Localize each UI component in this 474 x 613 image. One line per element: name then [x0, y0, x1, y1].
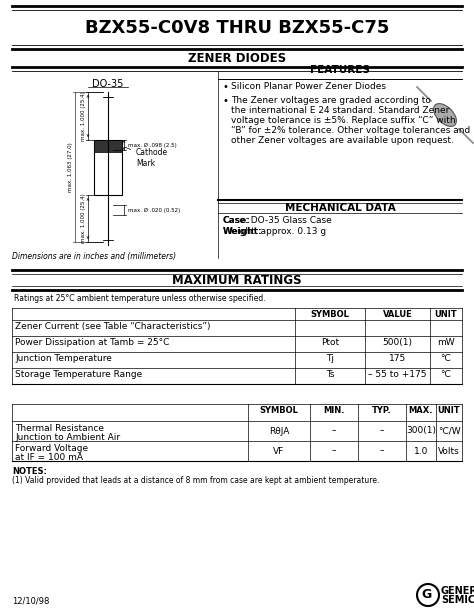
- Text: the international E 24 standard. Standard Zener: the international E 24 standard. Standar…: [231, 106, 449, 115]
- Text: Zener Current (see Table “Characteristics”): Zener Current (see Table “Characteristic…: [15, 322, 210, 331]
- Text: max. Ø .020 (0.52): max. Ø .020 (0.52): [128, 207, 180, 213]
- Text: Weight: approx. 0.13 g: Weight: approx. 0.13 g: [223, 227, 326, 236]
- Text: TYP.: TYP.: [372, 406, 392, 415]
- Text: Dimensions are in inches and (millimeters): Dimensions are in inches and (millimeter…: [12, 252, 176, 261]
- Text: at IF = 100 mA: at IF = 100 mA: [15, 453, 83, 462]
- Text: G: G: [422, 587, 432, 601]
- Text: –: –: [380, 427, 384, 435]
- Text: Case: DO-35 Glass Case: Case: DO-35 Glass Case: [223, 216, 332, 225]
- Text: °C/W: °C/W: [438, 427, 460, 435]
- Text: BZX55-C0V8 THRU BZX55-C75: BZX55-C0V8 THRU BZX55-C75: [85, 19, 389, 37]
- Text: max. 1.000 (25.4): max. 1.000 (25.4): [81, 193, 86, 243]
- Text: VALUE: VALUE: [383, 310, 412, 319]
- Text: °C: °C: [441, 370, 451, 379]
- Text: •: •: [223, 96, 229, 106]
- Text: Ptot: Ptot: [321, 338, 339, 347]
- Text: Tj: Tj: [326, 354, 334, 363]
- Text: MIN.: MIN.: [323, 406, 345, 415]
- Text: 1.0: 1.0: [414, 446, 428, 455]
- Text: Ratings at 25°C ambient temperature unless otherwise specified.: Ratings at 25°C ambient temperature unle…: [14, 294, 265, 303]
- Text: –: –: [380, 446, 384, 455]
- Text: –: –: [332, 446, 336, 455]
- Text: Thermal Resistance: Thermal Resistance: [15, 424, 104, 433]
- Text: MAXIMUM RATINGS: MAXIMUM RATINGS: [172, 274, 302, 287]
- Text: DO-35: DO-35: [92, 79, 124, 89]
- Text: Forward Voltage: Forward Voltage: [15, 444, 88, 453]
- Text: mW: mW: [437, 338, 455, 347]
- Text: Case:: Case:: [223, 216, 251, 225]
- Text: SYMBOL: SYMBOL: [260, 406, 299, 415]
- Text: Ts: Ts: [326, 370, 334, 379]
- Text: MAX.: MAX.: [409, 406, 433, 415]
- Text: max. 1.000 (25.4): max. 1.000 (25.4): [81, 91, 86, 141]
- Text: Junction to Ambient Air: Junction to Ambient Air: [15, 433, 120, 442]
- Text: ZENER DIODES: ZENER DIODES: [188, 51, 286, 64]
- Text: Weight:: Weight:: [223, 227, 263, 236]
- Text: FEATURES: FEATURES: [310, 65, 370, 75]
- Text: UNIT: UNIT: [438, 406, 460, 415]
- Text: Cathode
Mark: Cathode Mark: [125, 147, 168, 168]
- Text: Junction Temperature: Junction Temperature: [15, 354, 112, 363]
- Text: VF: VF: [273, 446, 284, 455]
- Text: 175: 175: [389, 354, 406, 363]
- Text: Power Dissipation at Tamb = 25°C: Power Dissipation at Tamb = 25°C: [15, 338, 169, 347]
- Text: SYMBOL: SYMBOL: [310, 310, 349, 319]
- Text: 500(1): 500(1): [383, 338, 412, 347]
- Text: °C: °C: [441, 354, 451, 363]
- Text: Volts: Volts: [438, 446, 460, 455]
- Text: other Zener voltages are available upon request.: other Zener voltages are available upon …: [231, 136, 454, 145]
- Ellipse shape: [434, 104, 456, 126]
- Text: –: –: [332, 427, 336, 435]
- Text: Silicon Planar Power Zener Diodes: Silicon Planar Power Zener Diodes: [231, 82, 386, 91]
- Text: (1) Valid provided that leads at a distance of 8 mm from case are kept at ambien: (1) Valid provided that leads at a dista…: [12, 476, 379, 485]
- Text: “B” for ±2% tolerance. Other voltage tolerances and: “B” for ±2% tolerance. Other voltage tol…: [231, 126, 470, 135]
- Text: max. Ø .098 (2.5): max. Ø .098 (2.5): [128, 142, 177, 148]
- Text: voltage tolerance is ±5%. Replace suffix “C” with: voltage tolerance is ±5%. Replace suffix…: [231, 116, 456, 125]
- Text: UNIT: UNIT: [435, 310, 457, 319]
- Text: MECHANICAL DATA: MECHANICAL DATA: [284, 203, 395, 213]
- Text: max. 1.063 (27.0): max. 1.063 (27.0): [68, 142, 73, 192]
- Text: RθJA: RθJA: [269, 427, 289, 435]
- Text: – 55 to +175: – 55 to +175: [368, 370, 427, 379]
- Text: SEMICONDUCTOR: SEMICONDUCTOR: [441, 595, 474, 605]
- Text: 12/10/98: 12/10/98: [12, 597, 49, 606]
- Text: Storage Temperature Range: Storage Temperature Range: [15, 370, 142, 379]
- Bar: [94, 140, 122, 195]
- Text: •: •: [223, 82, 229, 92]
- Text: 300(1): 300(1): [406, 427, 436, 435]
- Text: NOTES:: NOTES:: [12, 467, 47, 476]
- Bar: [94, 140, 122, 152]
- Text: GENERAL: GENERAL: [441, 586, 474, 596]
- Text: The Zener voltages are graded according to: The Zener voltages are graded according …: [231, 96, 431, 105]
